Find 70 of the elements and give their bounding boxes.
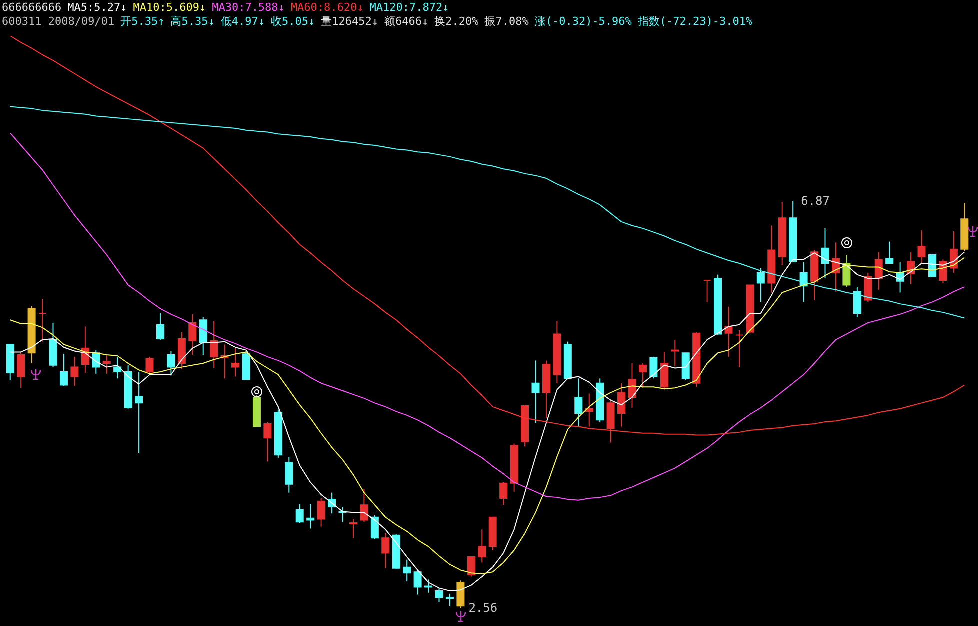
- candlestick: [500, 482, 508, 506]
- candlestick: [306, 504, 315, 530]
- candlestick: [532, 360, 540, 424]
- candlestick: [918, 230, 926, 264]
- candlestick: [874, 252, 883, 290]
- candlestick: [478, 529, 486, 564]
- candlestick: [671, 339, 680, 367]
- text: MA5:5.27↓: [68, 1, 128, 14]
- candlestick: [928, 254, 936, 278]
- candlestick: [210, 320, 218, 369]
- candlestick: [167, 350, 176, 376]
- candlestick: [724, 306, 733, 358]
- annotation: 2.56: [468, 601, 498, 615]
- candlestick: [628, 363, 636, 408]
- text: 量126452↓: [321, 15, 378, 28]
- candlestick: [618, 382, 626, 428]
- text: 涨(-0.32)-5.96%: [534, 15, 632, 28]
- candlestick: [285, 456, 294, 494]
- candlestick: [939, 259, 948, 284]
- candlestick: [70, 356, 79, 387]
- candlestick: [574, 378, 583, 428]
- candlestick: [456, 580, 465, 608]
- candlestick: [650, 356, 658, 380]
- text: 开5.35↑: [120, 15, 165, 28]
- candlestick: [864, 272, 872, 303]
- candlestick: [467, 556, 476, 578]
- candlestick: [403, 559, 412, 582]
- candlestick: [188, 314, 197, 356]
- text: 收5.05↓: [270, 15, 316, 28]
- candlestick: [38, 298, 47, 342]
- candlestick: [135, 372, 144, 454]
- candlestick: [756, 268, 765, 303]
- candlestick: [199, 316, 208, 356]
- text: 换2.20%: [434, 15, 479, 28]
- text: 高5.35↓: [170, 15, 215, 28]
- text: MA10:5.609↓: [133, 1, 206, 14]
- candlestick: [349, 518, 358, 539]
- text: 600311 2008/09/01: [2, 15, 115, 28]
- annotation: 6.87: [801, 194, 830, 208]
- candlestick: [360, 488, 368, 523]
- text: 振7.08%: [484, 15, 529, 28]
- candlestick: [317, 498, 326, 528]
- candlestick: [114, 356, 122, 380]
- text: MA30:7.588↓: [212, 1, 285, 14]
- candlestick: [156, 313, 164, 340]
- text: 指数(-72.23)-3.01%: [638, 15, 753, 28]
- candlestick: [264, 422, 272, 462]
- candlestick: [435, 588, 444, 603]
- candlestick: [886, 241, 894, 264]
- candlestick: [821, 228, 830, 280]
- candlestick: [842, 254, 851, 288]
- candlestick: [703, 280, 712, 303]
- candlestick: [414, 570, 422, 596]
- text: 低4.97↓: [220, 15, 265, 28]
- text: 额6466↓: [384, 15, 429, 28]
- candlestick: [660, 352, 668, 390]
- candlestick: [296, 504, 304, 524]
- candlestick: [146, 356, 154, 374]
- text: MA60:8.620↓: [290, 1, 364, 14]
- text: MA120:7.872↓: [370, 1, 450, 14]
- candlestick: [446, 593, 454, 607]
- candlestick: [102, 354, 111, 374]
- candlestick: [60, 354, 68, 387]
- text: 666666666: [2, 1, 62, 14]
- candlestick: [735, 330, 744, 368]
- candlestick: [232, 348, 240, 378]
- candlestick: [382, 532, 390, 569]
- candlestick: [370, 515, 379, 540]
- candlestick: [638, 363, 647, 389]
- candlestick: [17, 352, 26, 389]
